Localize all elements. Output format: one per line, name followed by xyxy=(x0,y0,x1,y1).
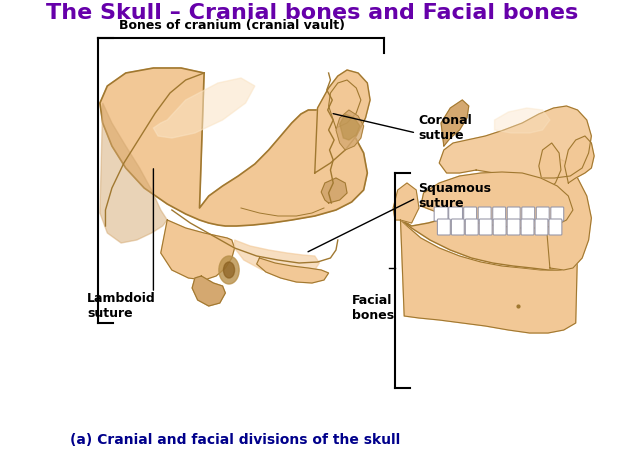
Text: The Skull – Cranial bones and Facial bones: The Skull – Cranial bones and Facial bon… xyxy=(46,3,578,23)
FancyBboxPatch shape xyxy=(549,219,562,235)
Polygon shape xyxy=(235,240,319,273)
Ellipse shape xyxy=(223,262,235,278)
Text: Facial
bones: Facial bones xyxy=(352,294,394,322)
Polygon shape xyxy=(154,78,255,138)
Text: (a) Cranial and facial divisions of the skull: (a) Cranial and facial divisions of the … xyxy=(71,433,401,447)
Polygon shape xyxy=(439,106,592,178)
Polygon shape xyxy=(339,114,360,140)
FancyBboxPatch shape xyxy=(521,219,534,235)
FancyBboxPatch shape xyxy=(434,207,448,221)
Polygon shape xyxy=(336,110,364,150)
FancyBboxPatch shape xyxy=(464,207,477,221)
FancyBboxPatch shape xyxy=(478,207,491,221)
FancyBboxPatch shape xyxy=(535,219,548,235)
Ellipse shape xyxy=(219,256,239,284)
FancyBboxPatch shape xyxy=(466,219,478,235)
FancyBboxPatch shape xyxy=(507,219,520,235)
Polygon shape xyxy=(329,80,361,128)
FancyBboxPatch shape xyxy=(449,207,462,221)
Text: Coronal
suture: Coronal suture xyxy=(418,114,472,142)
Polygon shape xyxy=(542,158,592,270)
Polygon shape xyxy=(421,172,573,228)
Polygon shape xyxy=(256,258,329,283)
Polygon shape xyxy=(161,220,235,280)
Text: Squamous
suture: Squamous suture xyxy=(418,182,491,210)
Polygon shape xyxy=(192,276,225,306)
FancyBboxPatch shape xyxy=(493,207,505,221)
Text: Bones of cranium (cranial vault): Bones of cranium (cranial vault) xyxy=(119,20,345,32)
Polygon shape xyxy=(495,108,550,133)
Polygon shape xyxy=(100,103,167,243)
Polygon shape xyxy=(539,143,561,188)
FancyBboxPatch shape xyxy=(522,207,535,221)
Polygon shape xyxy=(321,178,347,203)
FancyBboxPatch shape xyxy=(479,219,492,235)
FancyBboxPatch shape xyxy=(507,207,520,221)
FancyBboxPatch shape xyxy=(551,207,563,221)
Polygon shape xyxy=(565,136,594,183)
Polygon shape xyxy=(401,220,578,333)
FancyBboxPatch shape xyxy=(437,219,451,235)
Text: Lambdoid
suture: Lambdoid suture xyxy=(87,292,156,320)
FancyBboxPatch shape xyxy=(493,219,506,235)
FancyBboxPatch shape xyxy=(536,207,549,221)
Polygon shape xyxy=(393,183,419,223)
Polygon shape xyxy=(100,68,368,226)
Polygon shape xyxy=(441,100,469,146)
Polygon shape xyxy=(314,70,370,173)
FancyBboxPatch shape xyxy=(451,219,464,235)
Polygon shape xyxy=(401,203,578,270)
